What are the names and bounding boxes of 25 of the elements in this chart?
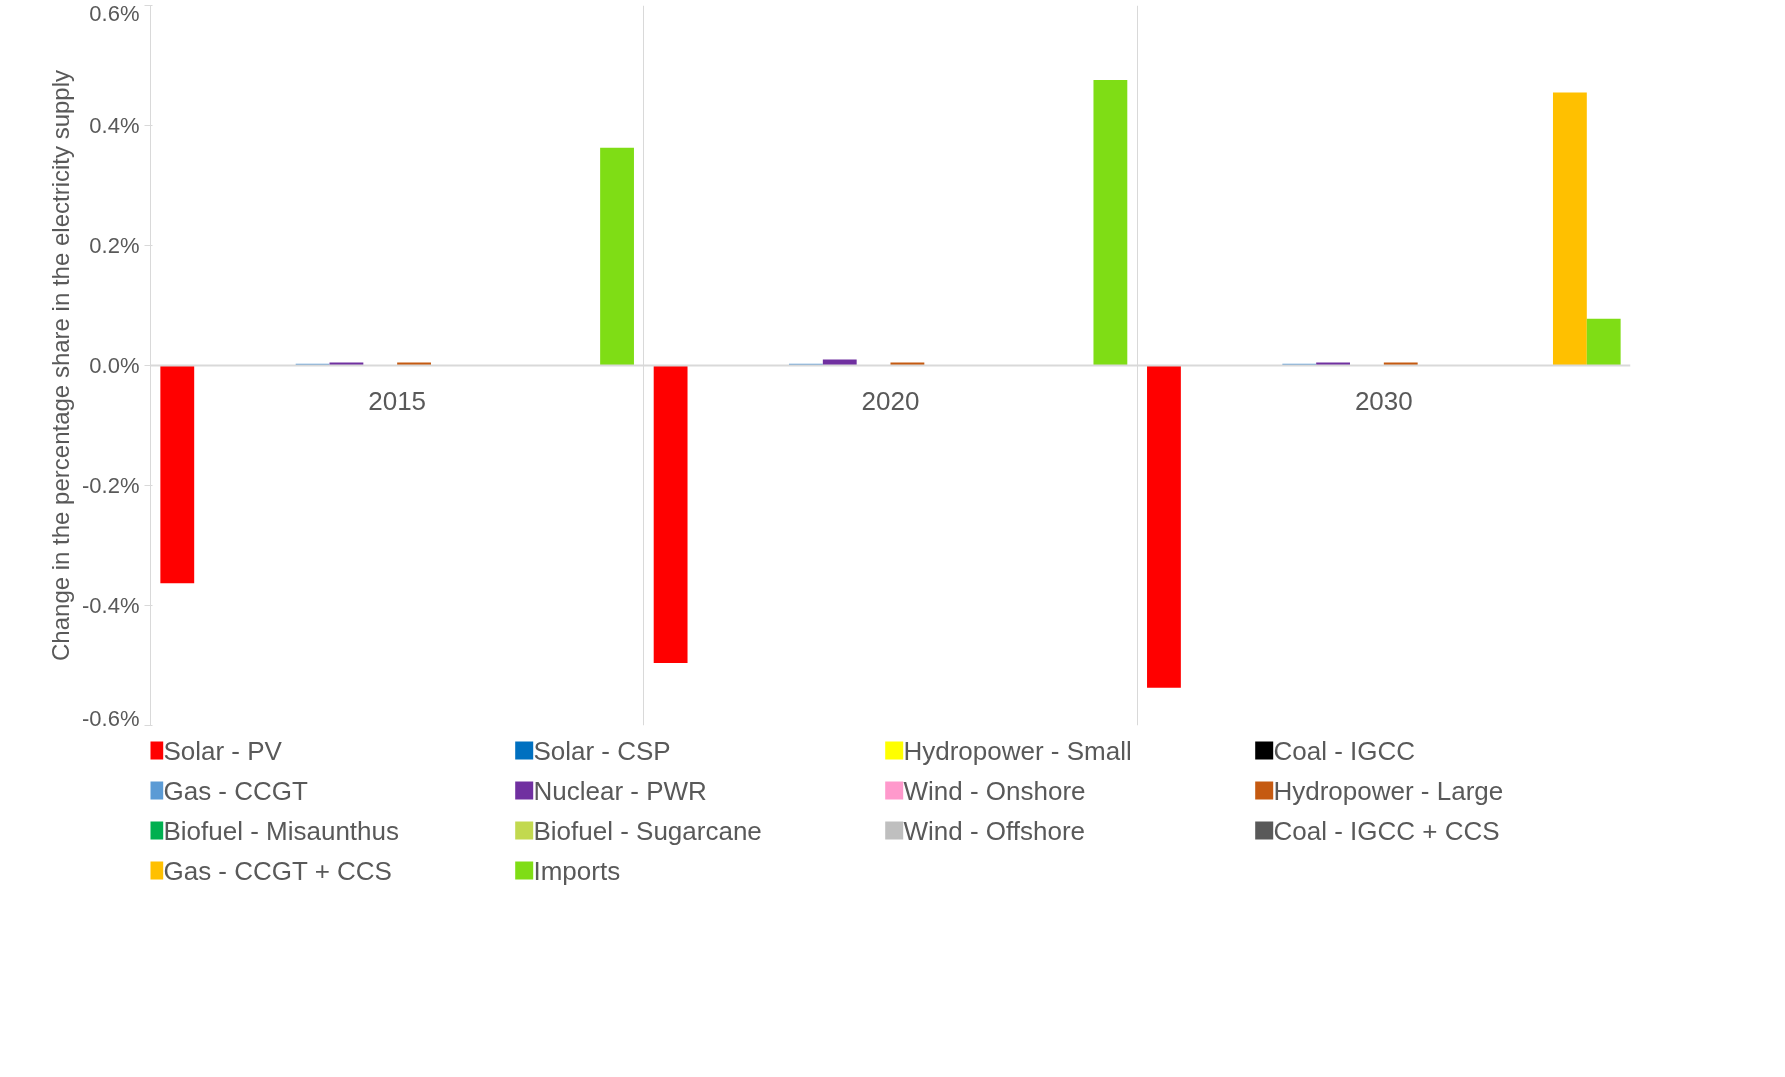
x-tick-label: 2030 — [1354, 385, 1413, 416]
legend-label: Gas - CCGT + CCS — [163, 855, 392, 886]
legend-label: Coal - IGCC — [1273, 735, 1416, 766]
legend-label: Solar - PV — [163, 735, 283, 766]
x-tick-label: 2020 — [861, 385, 920, 416]
legend-label: Biofuel - Misaunthus — [163, 815, 400, 846]
y-tick-label: 0.4% — [89, 113, 140, 138]
y-tick-label: 0.2% — [89, 233, 140, 258]
legend-label: Wind - Onshore — [903, 775, 1086, 806]
legend-label: Coal - IGCC + CCS — [1273, 815, 1500, 846]
legend-label: Gas - CCGT — [163, 775, 309, 806]
legend-label: Hydropower - Large — [1273, 775, 1504, 806]
legend-label: Hydropower - Small — [903, 735, 1132, 766]
y-tick-label: -0.6% — [82, 705, 140, 731]
legend-label: Biofuel - Sugarcane — [533, 815, 762, 846]
y-axis-title: Change in the percentage share in the electricity supply — [47, 69, 75, 662]
y-tick-label: 0.0% — [89, 353, 140, 378]
y-tick-label: -0.4% — [82, 593, 140, 618]
x-tick-label: 2015 — [368, 385, 427, 416]
legend-label: Imports — [533, 855, 621, 886]
y-tick-label: -0.2% — [82, 473, 140, 498]
legend-label: Wind - Offshore — [903, 815, 1086, 846]
legend-label: Solar - CSP — [533, 735, 671, 766]
y-tick-label: 0.6% — [89, 0, 140, 26]
legend-label: Nuclear - PWR — [533, 775, 707, 806]
